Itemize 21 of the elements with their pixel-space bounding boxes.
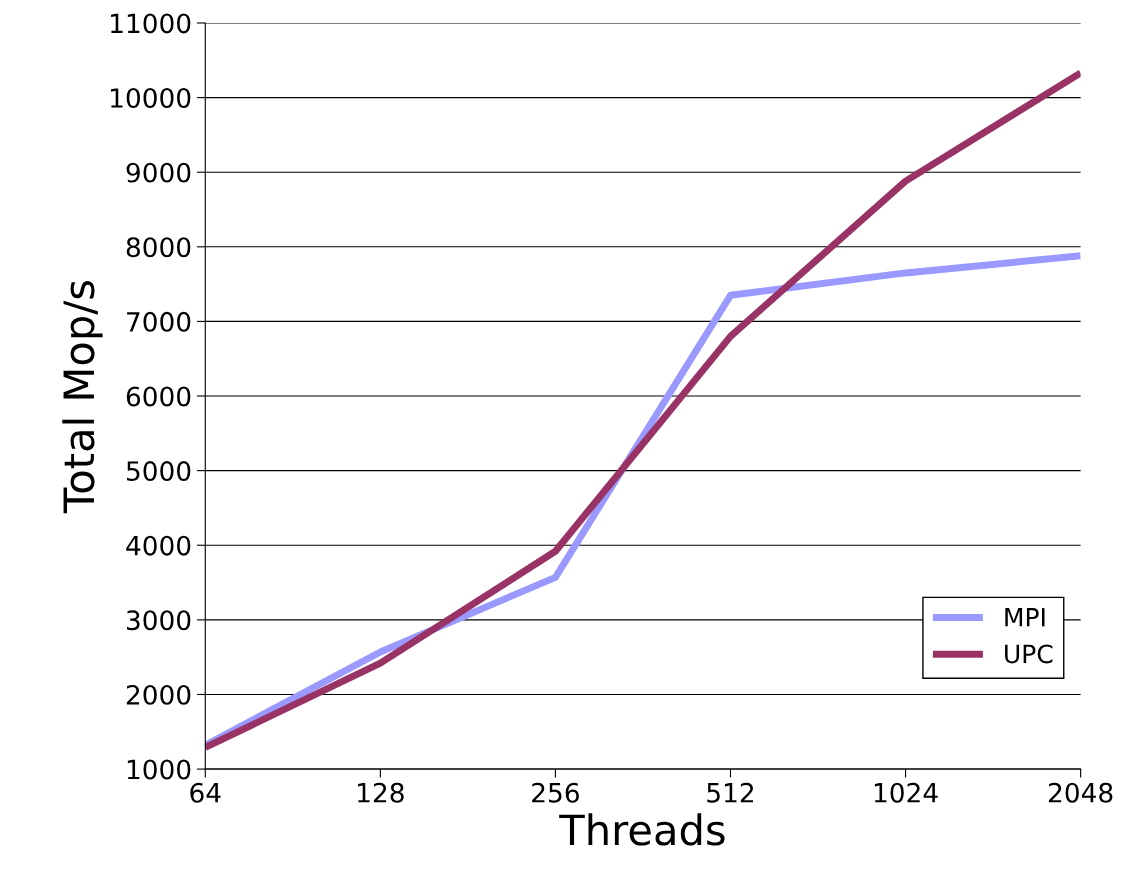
x-tick-label: 64 — [190, 782, 221, 803]
x-tick-label: 512 — [707, 782, 754, 803]
y-tick-label: 2000 — [126, 684, 191, 705]
legend-label: UPC — [1005, 644, 1053, 664]
x-axis-title: Threads — [559, 813, 725, 846]
y-tick-label: 3000 — [126, 610, 191, 631]
y-tick-label: 4000 — [126, 535, 191, 556]
legend-label: MPI — [1005, 608, 1045, 627]
x-tick-label: 1024 — [874, 782, 938, 803]
y-tick-label: 10000 — [111, 88, 191, 108]
y-axis-title: Total Mop/s — [62, 280, 103, 514]
x-tick-label: 2048 — [1048, 782, 1113, 803]
y-tick-label: 6000 — [126, 386, 191, 407]
x-tick-label: 128 — [358, 782, 404, 803]
y-tick-label: 11000 — [111, 13, 191, 34]
y-tick-label: 9000 — [126, 162, 191, 183]
y-tick-label: 7000 — [127, 311, 191, 332]
y-tick-label: 5000 — [126, 461, 191, 482]
y-tick-label: 1000 — [127, 759, 191, 780]
y-tick-label: 8000 — [126, 237, 191, 258]
x-tick-label: 256 — [532, 782, 579, 803]
